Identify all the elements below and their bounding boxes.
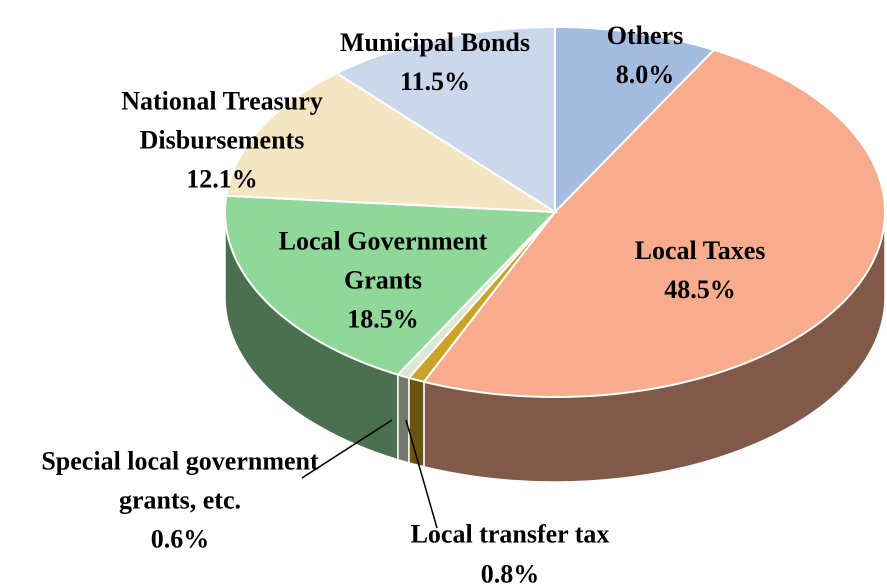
slice-value: 0.6% — [150, 524, 210, 554]
slice-value: 18.5% — [347, 304, 419, 334]
slice — [422, 48, 886, 398]
slice-value: 12.1% — [186, 164, 258, 194]
leader-line — [405, 419, 438, 529]
slice-name: National Treasury Disbursements — [121, 86, 323, 155]
slice-value: 0.8% — [480, 560, 540, 586]
slice-label: Local Government Grants 18.5% — [238, 222, 528, 339]
slice-label: National Treasury Disbursements 12.1% — [77, 82, 367, 199]
slice-side — [397, 373, 410, 464]
slice-value: 48.5% — [664, 275, 736, 304]
slice-name: Local Government Grants — [278, 226, 488, 295]
slice-value: 11.5% — [399, 67, 471, 96]
slice-value: 8.0% — [615, 60, 675, 89]
slice — [224, 194, 558, 376]
leader-line — [301, 419, 393, 479]
slice-label: Municipal Bonds 11.5% — [275, 23, 595, 101]
slice-label: Local transfer tax 0.8% — [350, 515, 670, 586]
slice-name: Special local government grants, etc. — [41, 446, 319, 515]
slice-label: Special local government grants, etc. 0.6… — [0, 442, 360, 559]
slice — [554, 25, 716, 215]
slice-name: Local Taxes — [634, 236, 766, 265]
slice — [225, 72, 559, 214]
slice-label: Local Taxes 48.5% — [540, 231, 860, 309]
slice-name: Municipal Bonds — [339, 28, 530, 57]
slice-name: Others — [606, 21, 684, 50]
slice-side — [408, 376, 425, 468]
slice-label: Others 8.0% — [485, 16, 805, 94]
slice-name: Local transfer tax — [410, 519, 610, 549]
slice — [334, 25, 556, 214]
